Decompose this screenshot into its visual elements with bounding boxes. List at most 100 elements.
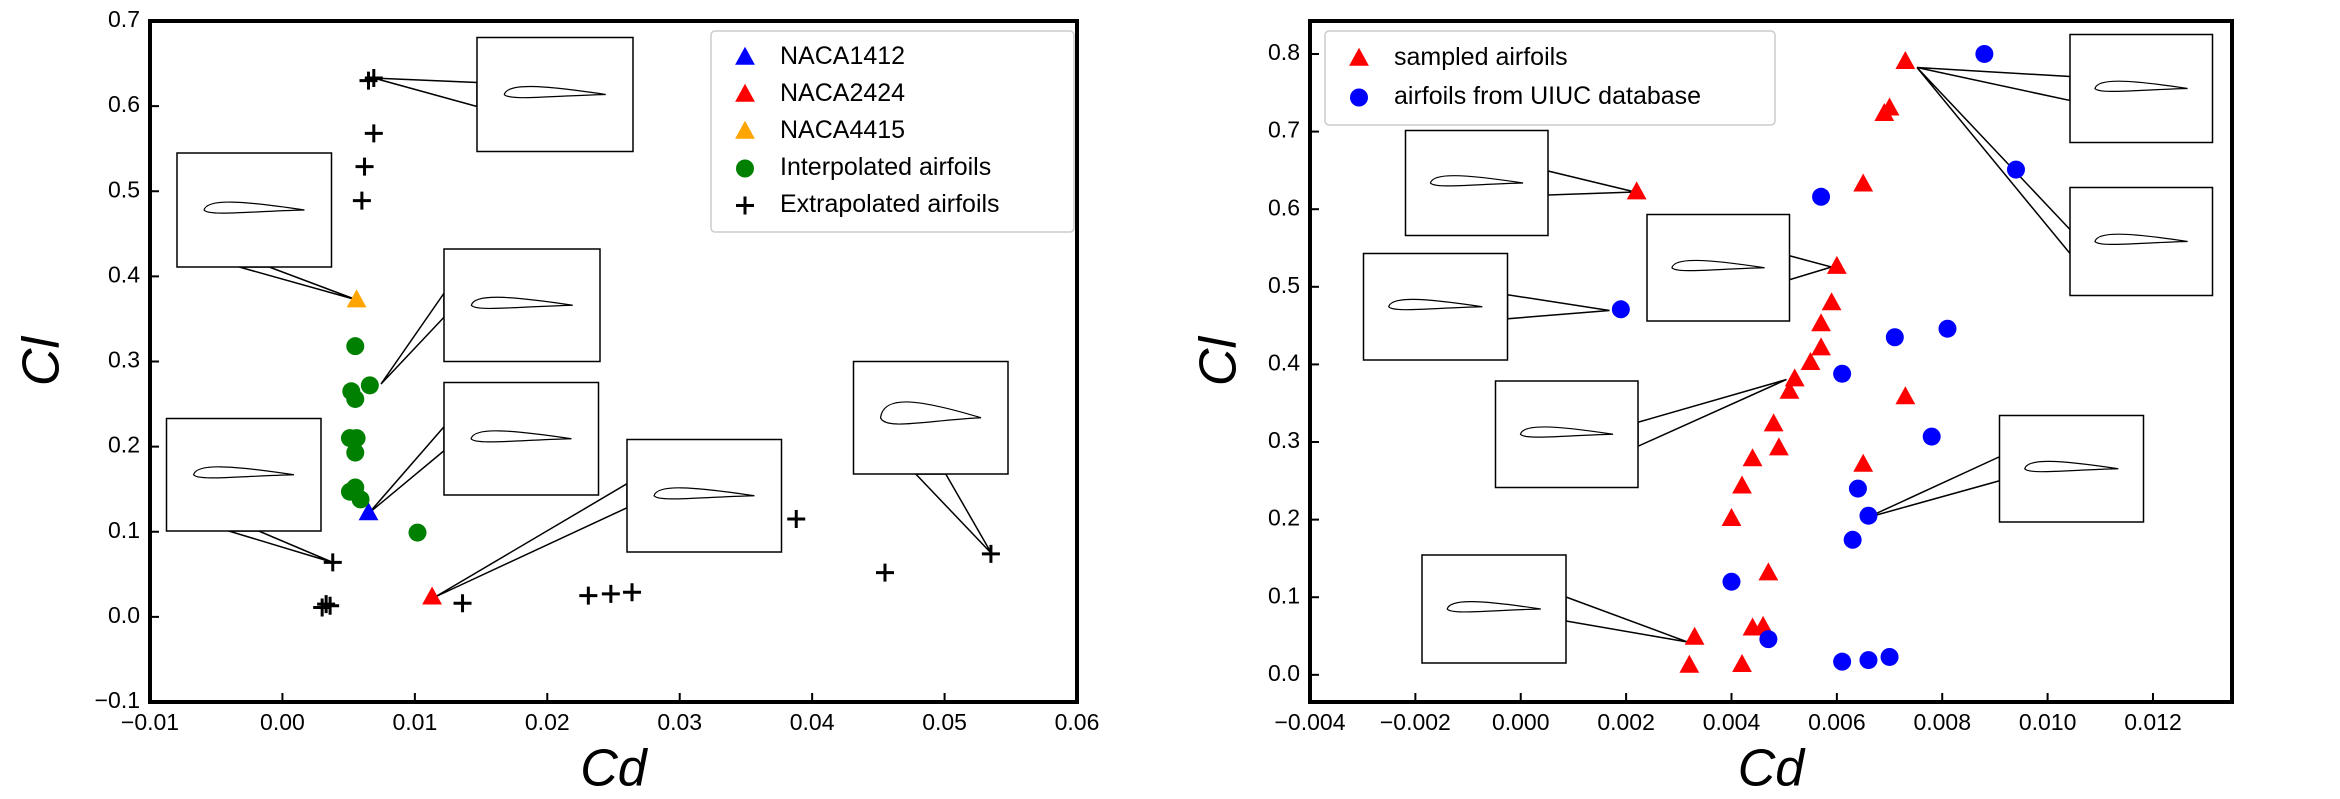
triangle-marker (1769, 437, 1789, 456)
airfoil-shape (470, 430, 572, 443)
triangle-marker (358, 502, 379, 521)
airfoil-shape (1446, 601, 1541, 613)
circle-marker (2006, 160, 2025, 179)
legend-label: Extrapolated airfoils (780, 190, 1000, 218)
circle-marker (1938, 319, 1957, 338)
triangle-marker (1826, 255, 1847, 274)
callout-pointer (434, 482, 628, 598)
y-tick-label: 0.1 (1268, 582, 1300, 608)
triangle-marker (1758, 562, 1779, 581)
triangle-marker (735, 120, 755, 139)
callout-box (2069, 33, 2214, 144)
circle-marker (1759, 630, 1778, 649)
x-tick-label: 0.06 (1055, 709, 1100, 735)
triangle-marker (1349, 47, 1369, 66)
circle-marker (351, 490, 370, 509)
plus-marker (313, 598, 332, 617)
y-tick-label: 0.3 (108, 347, 140, 373)
airfoil-shape (2024, 460, 2119, 473)
circle-marker (346, 389, 365, 408)
triangle-marker (1763, 413, 1784, 432)
y-axis-label: Cl (13, 336, 71, 387)
legend-label: airfoils from UIUC database (1394, 82, 1701, 110)
callout-pointer (1637, 378, 1787, 448)
circle-marker (408, 523, 427, 542)
circle-marker (736, 159, 754, 178)
plus-marker (352, 191, 371, 210)
plus-marker (317, 595, 336, 614)
plot-frame (148, 19, 1079, 704)
y-axis-label: Cl (1190, 336, 1248, 387)
y-tick-label: 0.5 (108, 176, 140, 202)
callout-box (626, 438, 783, 553)
circle-marker (1843, 530, 1862, 549)
x-tick-label: 0.006 (1808, 709, 1866, 735)
plot-frame (1308, 19, 2234, 704)
y-tick-label: 0.4 (1268, 349, 1300, 375)
plus-marker (623, 583, 642, 602)
triangle-marker (1784, 368, 1805, 387)
callout-box (476, 36, 634, 153)
callout-box (1421, 554, 1567, 664)
airfoil-shape (1671, 259, 1765, 272)
circle-marker (1859, 651, 1878, 670)
airfoil-shape (653, 487, 755, 500)
callout-box (443, 381, 600, 496)
callout-pointer (1788, 254, 1835, 281)
triangle-marker (735, 46, 755, 65)
y-tick-label: 0.0 (1268, 660, 1300, 686)
y-tick-label: 0.3 (1268, 427, 1300, 453)
triangle-marker (1853, 173, 1874, 192)
callout-box (852, 360, 1009, 475)
circle-marker (347, 429, 366, 448)
circle-marker (1922, 427, 1941, 446)
x-tick-label: −0.01 (121, 709, 179, 735)
triangle-marker (1742, 448, 1763, 467)
plus-marker (355, 157, 374, 176)
circle-marker (346, 443, 365, 462)
y-tick-label: 0.2 (108, 432, 140, 458)
callout-box (1646, 213, 1791, 322)
callout-pointer (373, 77, 478, 108)
circle-marker (1975, 44, 1994, 63)
y-tick-label: 0.7 (1268, 117, 1300, 143)
legend-label: sampled airfoils (1394, 43, 1568, 71)
plus-marker (736, 196, 754, 215)
y-tick-label: 0.4 (108, 261, 140, 287)
triangle-marker (346, 289, 367, 308)
legend-box (710, 30, 1075, 233)
triangle-marker (1895, 50, 1916, 69)
triangle-marker (1779, 380, 1800, 399)
x-tick-label: 0.008 (1913, 709, 1971, 735)
plus-marker (601, 584, 620, 603)
plus-marker (579, 586, 598, 605)
x-axis-label: Cd (1738, 740, 1807, 798)
triangle-marker (1853, 453, 1874, 472)
airfoil-shape (1388, 298, 1483, 311)
plus-marker (453, 594, 472, 613)
y-tick-label: 0.1 (108, 517, 140, 543)
legend-label: NACA4415 (780, 116, 905, 144)
callout-pointer (228, 530, 334, 564)
x-tick-label: −0.002 (1380, 709, 1451, 735)
triangle-marker (1721, 508, 1742, 527)
airfoil-shape (2094, 80, 2188, 92)
triangle-marker (1895, 386, 1916, 405)
airfoil-shape (879, 401, 982, 425)
airfoil-shape (2094, 233, 2188, 245)
plus-marker (359, 71, 378, 90)
airfoil-shape (470, 296, 573, 310)
x-tick-label: 0.000 (1492, 709, 1550, 735)
plus-marker (321, 596, 340, 615)
callout-pointer (1565, 595, 1688, 643)
circle-marker (1859, 506, 1878, 525)
plus-marker (323, 553, 342, 572)
circle-marker (1812, 187, 1831, 206)
legend-label: NACA1412 (780, 42, 905, 70)
callout-box (1362, 252, 1509, 361)
legend-box (1324, 30, 1776, 126)
airfoil-shape (203, 201, 305, 214)
y-tick-label: 0.7 (108, 6, 140, 32)
triangle-marker (735, 83, 755, 102)
